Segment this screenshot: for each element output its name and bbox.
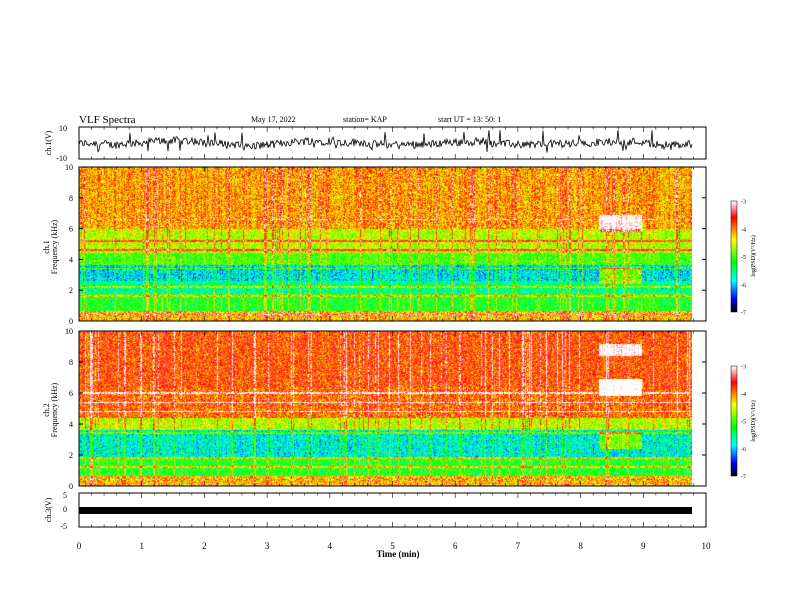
ch1-spectrogram-ytick-label: 4 <box>69 255 73 264</box>
ch1-voltage-panel: 10 -10 ch.1(V) <box>44 124 707 163</box>
ch1-spectrogram-ytick-label: 8 <box>69 194 73 203</box>
x-tick-label: 6 <box>453 541 458 551</box>
date-label: May 17, 2022 <box>251 115 296 124</box>
colorbar-2-tick-label: -4 <box>741 392 746 398</box>
ch2-spectrogram-ytick-label: 10 <box>65 327 73 336</box>
x-tick-label: 7 <box>516 541 521 551</box>
ch1-voltage-ylabel: ch.1(V) <box>44 130 53 155</box>
station-label: station= KAP <box>343 115 387 124</box>
colorbar-1-tick-label: -4 <box>741 227 746 233</box>
ch2-spectrogram-ytick-label: 8 <box>69 358 73 367</box>
colorbar-2 <box>730 365 738 477</box>
colorbar-1-tick-label: -7 <box>741 311 746 317</box>
ch2-spectrogram-ytick-label: 0 <box>69 482 73 491</box>
ch3-voltage-ylabel: ch.3(V) <box>44 497 53 522</box>
ch2-spectrogram-image <box>79 331 692 486</box>
ch1-spectrogram-ytick-label: 10 <box>65 163 73 172</box>
ch1-channel-label: ch.1 <box>42 240 51 254</box>
x-tick-label: 8 <box>578 541 583 551</box>
ch1-spectrogram-yticks: 0 2 4 6 8 10 <box>65 163 706 326</box>
x-tick-label: 10 <box>702 541 712 551</box>
ch3-ytick-mid: 0 <box>63 505 67 514</box>
ch2-spectrogram-ytick-label: 4 <box>69 420 73 429</box>
colorbar-1-ticks: -3 -4 -5 -6 -7 <box>741 200 746 317</box>
x-tick-label: 0 <box>77 541 82 551</box>
ch3-trace <box>79 507 692 514</box>
ch1-spectrogram-image <box>79 167 692 321</box>
x-tick-label: 9 <box>641 541 646 551</box>
colorbar-1 <box>730 200 738 313</box>
x-axis-tick-labels: 0 1 2 3 4 5 6 7 8 9 10 <box>77 541 711 551</box>
x-tick-label: 3 <box>265 541 270 551</box>
ch1-ytick-bottom: -10 <box>56 154 67 163</box>
ch1-frequency-label: Frequency (kHz) <box>50 219 59 274</box>
ch1-spectrogram-ytick-label: 0 <box>69 317 73 326</box>
colorbar-1-tick-label: -3 <box>741 200 746 206</box>
x-tick-label: 4 <box>328 541 333 551</box>
figure-title: VLF Spectra <box>79 114 136 126</box>
x-axis-ticks <box>78 127 707 527</box>
ch3-ytick-bottom: -5 <box>60 522 67 531</box>
colorbar-2-tick-label: -7 <box>741 475 746 481</box>
x-tick-label: 5 <box>390 541 395 551</box>
colorbar-1-tick-label: -5 <box>741 255 746 261</box>
colorbar-2-tick-label: -6 <box>741 447 746 453</box>
ch2-spectrogram-ytick-label: 6 <box>69 389 73 398</box>
x-tick-label: 1 <box>139 541 144 551</box>
ch1-waveform <box>78 130 693 153</box>
x-axis-label: Time (min) <box>376 549 419 559</box>
colorbar-1-tick-label: -6 <box>741 283 746 289</box>
ch1-spectrogram-ytick-label: 2 <box>69 286 73 295</box>
ch2-spectrogram-ytick-label: 2 <box>69 451 73 460</box>
ch3-voltage-panel: 5 0 -5 ch.3(V) <box>44 491 707 531</box>
ch1-spectrogram-ytick-label: 6 <box>69 225 73 234</box>
x-tick-label: 2 <box>202 541 207 551</box>
ch1-ytick-top: 10 <box>59 124 67 133</box>
colorbar-2-tick-label: -3 <box>741 365 746 371</box>
start-ut-label: start UT = 13: 50: 1 <box>438 115 501 124</box>
colorbar-1-label: log(PSD)(V²/Hz) <box>750 235 757 276</box>
colorbar-2-tick-label: -5 <box>741 420 746 426</box>
colorbar-2-ticks: -3 -4 -5 -6 -7 <box>741 365 746 481</box>
ch2-frequency-label: Frequency (kHz) <box>50 382 59 437</box>
colorbar-2-label: log(PSD)(V²/Hz) <box>750 400 757 441</box>
ch3-ytick-top: 5 <box>63 491 67 500</box>
ch2-spectrogram-yticks: 0 2 4 6 8 10 <box>65 327 706 491</box>
ch2-channel-label: ch.2 <box>42 403 51 417</box>
